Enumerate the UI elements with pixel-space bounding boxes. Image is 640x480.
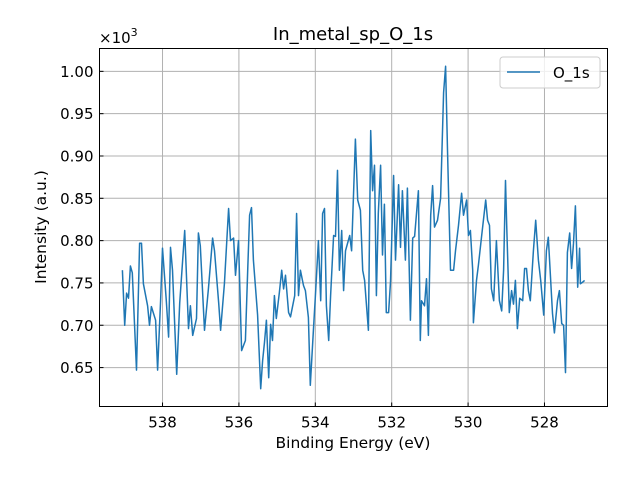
y-tick-label: 0.65 — [60, 359, 93, 377]
y-tick-label: 0.85 — [60, 190, 93, 208]
axis-ticks: 538 536 534 532 530 528 0.65 0.70 0.75 0.80 0.85 0.… — [60, 63, 559, 432]
y-tick-label: 0.70 — [60, 317, 93, 335]
legend-frame — [499, 56, 601, 89]
y-tick-label: 1.00 — [60, 63, 93, 81]
series-layer — [121, 65, 586, 390]
x-tick-label: 530 — [454, 414, 483, 432]
y-tick-label: 0.80 — [60, 232, 93, 250]
y-multiplier-exponent: 3 — [131, 26, 138, 39]
y-axis-label: Intensity (a.u.) — [32, 170, 50, 284]
y-tick-label: 0.75 — [60, 274, 93, 292]
chart-title: In_metal_sp_O_1s — [273, 24, 433, 45]
y-multiplier-base: ×10 — [99, 29, 131, 47]
x-tick-label: 528 — [530, 414, 559, 432]
x-tick-label: 532 — [377, 414, 406, 432]
legend: O_1s — [499, 56, 601, 89]
series-line-o-1s — [121, 65, 586, 390]
y-tick-label: 0.90 — [60, 147, 93, 165]
x-axis-label: Binding Energy (eV) — [276, 434, 431, 452]
plot-frame — [99, 48, 608, 407]
x-tick-label: 538 — [148, 414, 177, 432]
x-tick-label: 536 — [225, 414, 254, 432]
y-multiplier-label: ×103 — [99, 26, 138, 47]
legend-label-o-1s: O_1s — [553, 64, 590, 83]
y-tick-label: 0.95 — [60, 105, 93, 123]
x-tick-label: 534 — [301, 414, 330, 432]
